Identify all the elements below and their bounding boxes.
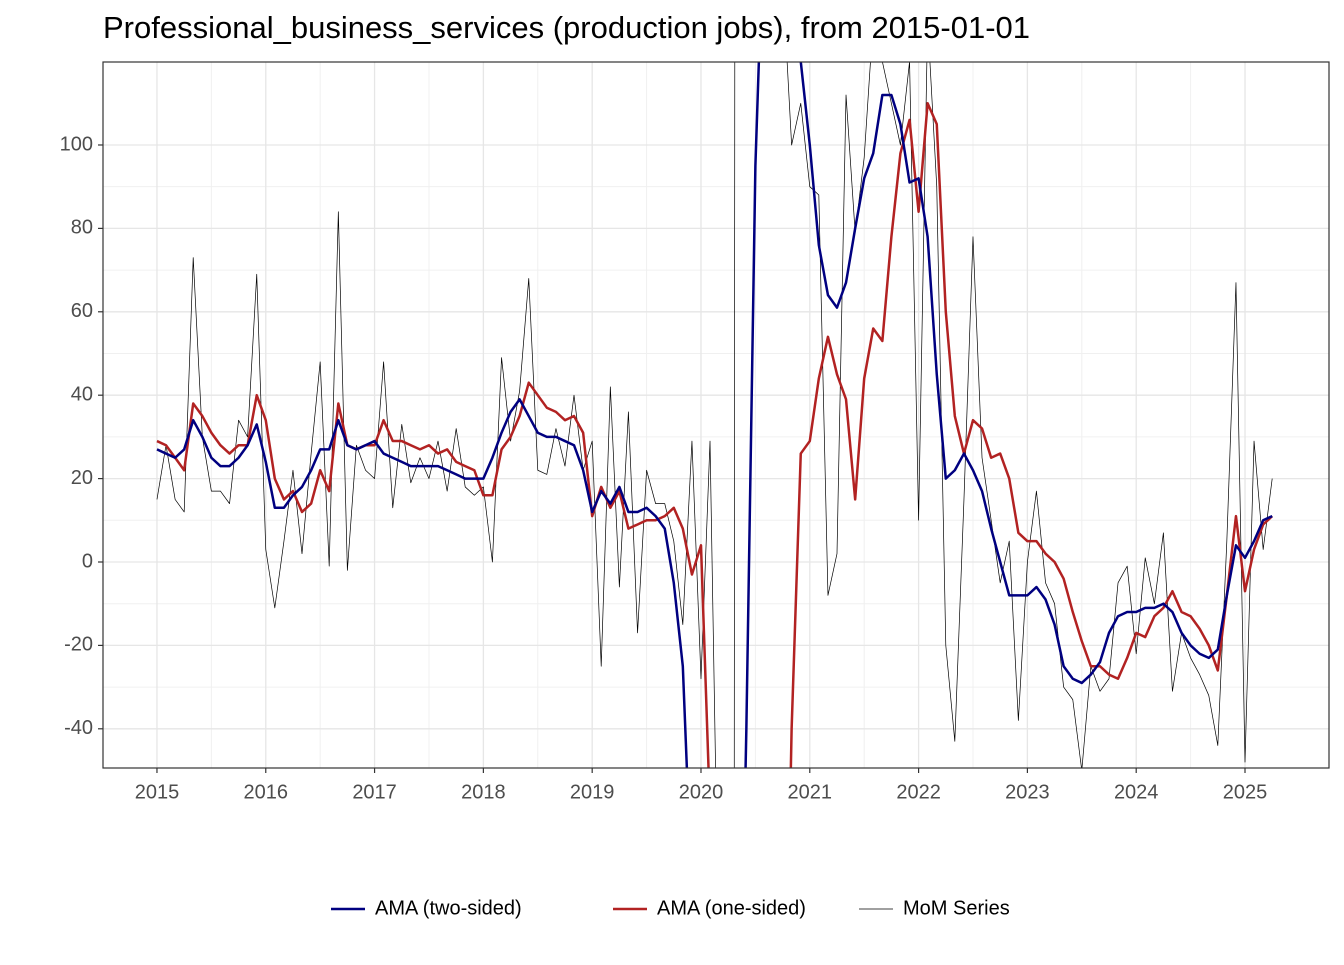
x-tick-label: 2018 <box>461 781 506 803</box>
legend: AMA (two-sided) AMA (one-sided) MoM Series <box>331 897 1010 919</box>
legend-label: AMA (one-sided) <box>657 897 806 919</box>
plot-border <box>102 61 1330 769</box>
grid <box>103 62 1329 768</box>
x-tick-label: 2020 <box>679 781 724 803</box>
y-tick-label: 100 <box>60 133 93 155</box>
x-tick-label: 2017 <box>352 781 397 803</box>
x-tick-label: 2024 <box>1114 781 1159 803</box>
chart-title: Professional_business_services (producti… <box>103 10 1030 45</box>
x-tick-label: 2015 <box>135 781 180 803</box>
axes: -40 -20 0 20 40 60 80 100 2015 2016 2017 2018 2019 20… <box>60 133 1268 803</box>
y-tick-label: 20 <box>71 467 93 489</box>
series-line <box>156 62 1273 768</box>
series-line <box>156 102 1274 768</box>
y-tick-label: 0 <box>82 550 93 572</box>
y-tick-label: 80 <box>71 217 93 239</box>
y-tick-label: -40 <box>64 717 93 739</box>
x-tick-label: 2019 <box>570 781 615 803</box>
legend-label: AMA (two-sided) <box>375 897 522 919</box>
y-tick-label: -20 <box>64 634 93 656</box>
legend-label: MoM Series <box>903 897 1010 919</box>
plot-lines <box>156 62 1274 768</box>
x-tick-label: 2016 <box>244 781 289 803</box>
y-tick-label: 60 <box>71 300 93 322</box>
x-tick-label: 2025 <box>1223 781 1268 803</box>
series-line <box>156 62 1273 768</box>
x-tick-label: 2021 <box>788 781 833 803</box>
y-tick-label: 40 <box>71 383 93 405</box>
x-tick-label: 2022 <box>896 781 941 803</box>
x-tick-label: 2023 <box>1005 781 1050 803</box>
